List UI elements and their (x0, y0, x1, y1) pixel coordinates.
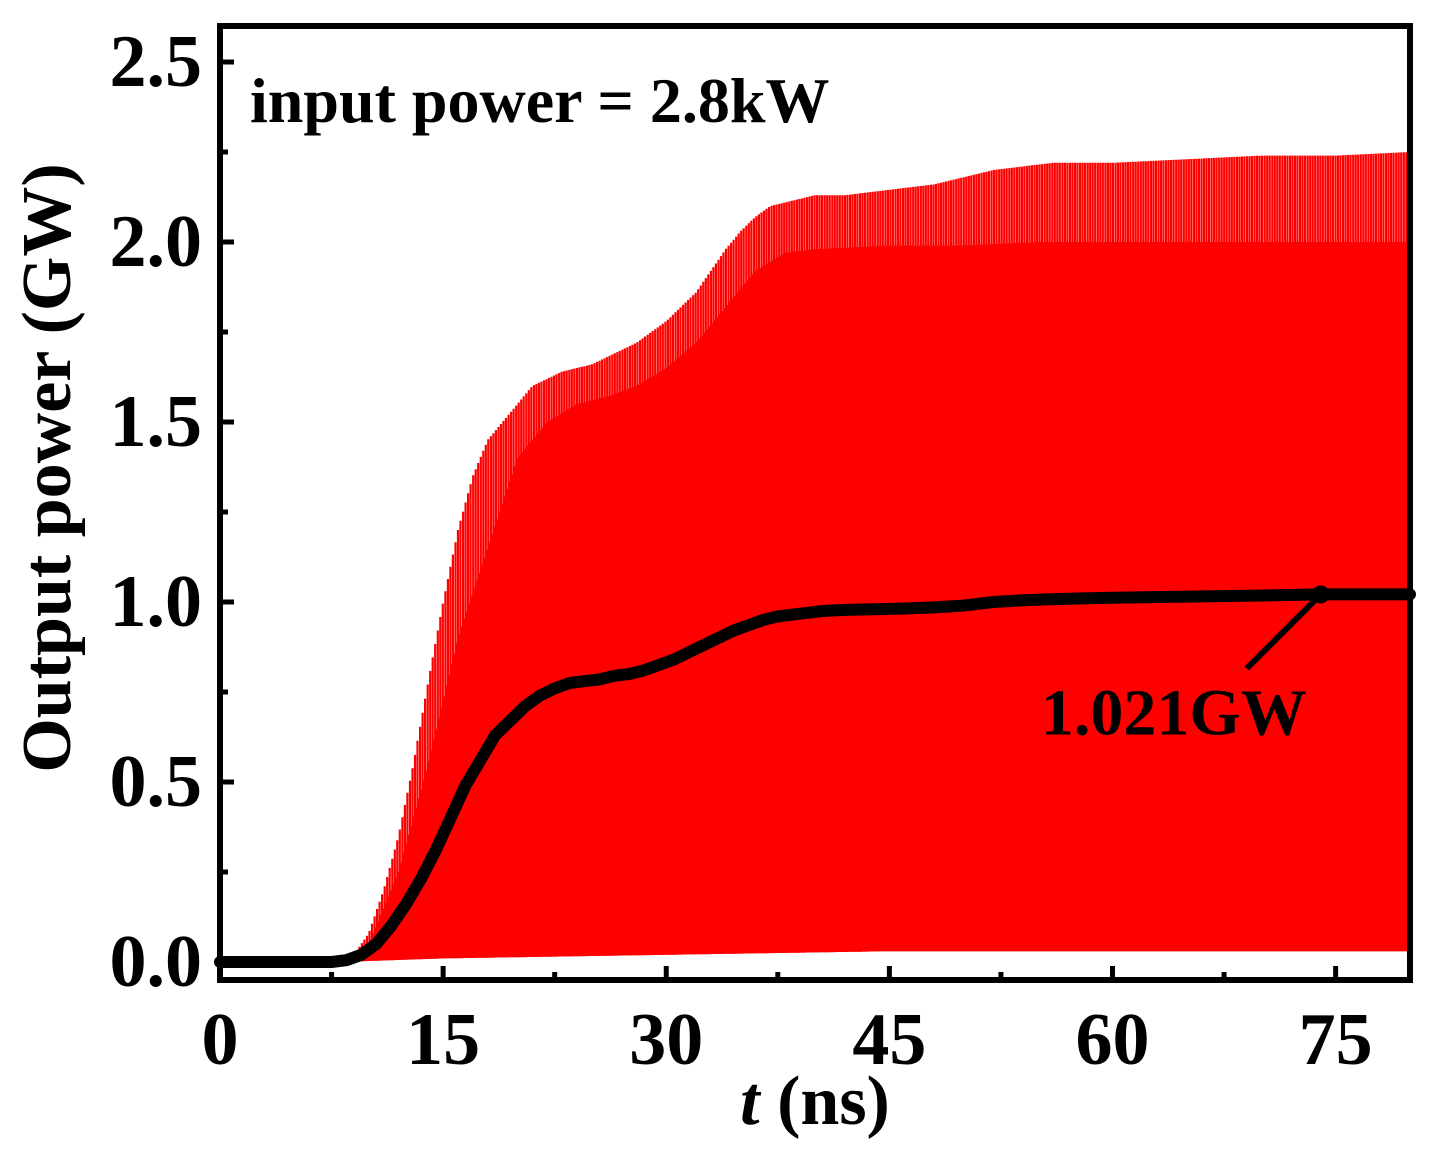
callout-label: 1.021GW (1041, 676, 1307, 749)
x-tick-label: 0 (202, 999, 239, 1081)
x-tick-label: 60 (1076, 999, 1150, 1081)
average-power-line (214, 588, 1416, 968)
x-tick-label: 75 (1299, 999, 1373, 1081)
input-power-annotation: input power = 2.8kW (250, 65, 829, 136)
power-envelope-layer (331, 152, 1411, 962)
average-power-layer (214, 588, 1416, 968)
callout-leader-line (1244, 592, 1323, 671)
x-axis-label-unit: (ns) (760, 1063, 890, 1140)
envelope-spikes (338, 152, 1410, 962)
y-axis-label: Output power (GW) (9, 163, 86, 772)
y-tick-label: 0.5 (110, 741, 203, 823)
x-axis-label: t (ns) (740, 1063, 890, 1140)
callout-layer: 1.021GW (1041, 585, 1330, 749)
x-axis-label-symbol: t (740, 1063, 762, 1140)
y-tick-label: 1.5 (110, 381, 203, 463)
y-tick-label: 0.0 (110, 921, 203, 1003)
y-tick-label: 1.0 (110, 561, 203, 643)
y-tick-label: 2.5 (110, 21, 203, 103)
x-tick-label: 30 (629, 999, 703, 1081)
y-tick-label: 2.0 (110, 201, 203, 283)
x-tick-label: 45 (852, 999, 926, 1081)
plot-frame (217, 23, 1413, 983)
axis-ticks: 0 15 30 45 60 75 0.0 0.5 1.0 1.5 2.0 2.5 (110, 21, 1373, 1081)
x-tick-label: 15 (406, 999, 480, 1081)
